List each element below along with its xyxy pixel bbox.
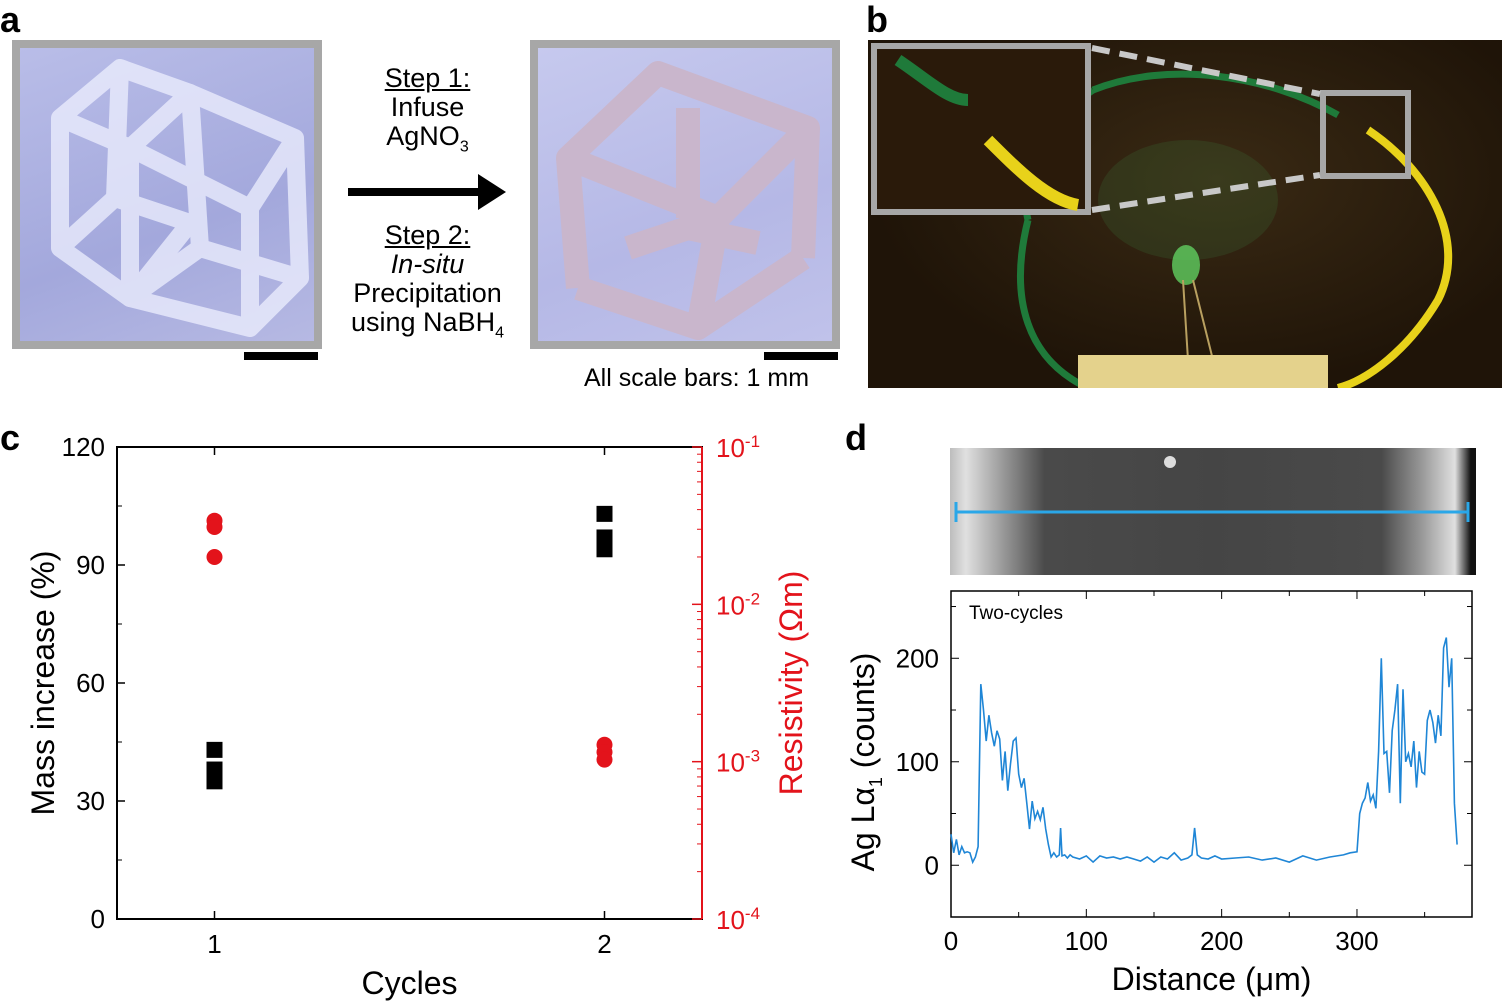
y2-tick-label: 10-3 [716,747,760,778]
photo-silver-cube [530,40,840,349]
resistivity-point [596,751,613,768]
x-tick-label: 300 [1335,926,1378,956]
y-tick-label: 60 [76,668,105,698]
step1-title: Step 1: [384,63,471,93]
step1-text: Step 1: Infuse AgNO3 [330,64,525,161]
step1-line2: AgNO3 [386,121,469,156]
y-tick-label: 120 [62,432,105,462]
panel-label-c: c [0,417,21,458]
hydrogel-cube-image [51,59,309,337]
photo-hydrogel-cube [12,40,322,349]
ag-profile-line [950,637,1458,865]
mass-increase-point [206,773,223,790]
y2-tick-label: 10-1 [716,432,760,463]
y-tick-label: 100 [896,747,939,777]
chart-ag-profile: 0 100 200 300 0 100 200 Two-cycles Distance (μm)… [845,590,1473,997]
x-tick-label: 100 [1065,926,1108,956]
x-axis-label: Cycles [361,965,457,1001]
y2-tick-label: 10-2 [716,589,760,620]
silver-cube-image [556,61,820,340]
resistivity-point [206,519,223,536]
y-tick-label: 30 [76,786,105,816]
step2-line3: using NaBH4 [351,307,504,342]
panel-label-a: a [0,0,21,40]
step2-text: Step 2: In-situ Precipitation using NaBH… [330,221,525,347]
eds-scan-line [954,456,1470,522]
step2-line1: In-situ [390,249,465,279]
step2-title: Step 2: [384,220,471,250]
y-axis-label: Mass increase (%) [25,551,61,816]
y-axis-label: Ag Lα1 (counts) [845,653,886,872]
led-circuit-image [871,43,1453,388]
x-axis-label: Distance (μm) [1112,961,1312,997]
x-tick-label: 0 [944,926,958,956]
resistivity-point [206,548,223,565]
y-tick-label: 0 [925,850,939,880]
x-tick-label: 200 [1200,926,1243,956]
step1-line1: Infuse [390,92,465,122]
chart-mass-resistivity: 0 30 60 90 120 1 2 10-4 10-3 10-2 10-1 Cycles Mass i… [25,432,809,1001]
panel-label-d: d [845,417,867,458]
photo-led-circuit [868,40,1502,388]
mass-increase-point [206,741,223,758]
panel-label-b: b [866,0,888,40]
mass-increase-point [596,505,613,522]
scale-bar [764,352,838,360]
y-tick-label: 0 [91,904,105,934]
y2-tick-label: 10-4 [716,904,760,935]
chart-annotation: Two-cycles [969,603,1063,624]
arrow-right-icon [348,174,506,210]
y-tick-label: 90 [76,550,105,580]
plot-frame [116,446,703,920]
x-tick-label: 2 [597,929,611,959]
y2-axis-label: Resistivity (Ωm) [773,571,809,796]
step2-line2: Precipitation [353,278,502,308]
scale-bar [244,352,318,360]
y-tick-label: 200 [896,643,939,673]
sem-image [950,448,1476,575]
mass-increase-point [596,541,613,558]
scale-note: All scale bars: 1 mm [584,364,810,392]
x-tick-label: 1 [207,929,221,959]
plot-frame [950,590,1473,918]
